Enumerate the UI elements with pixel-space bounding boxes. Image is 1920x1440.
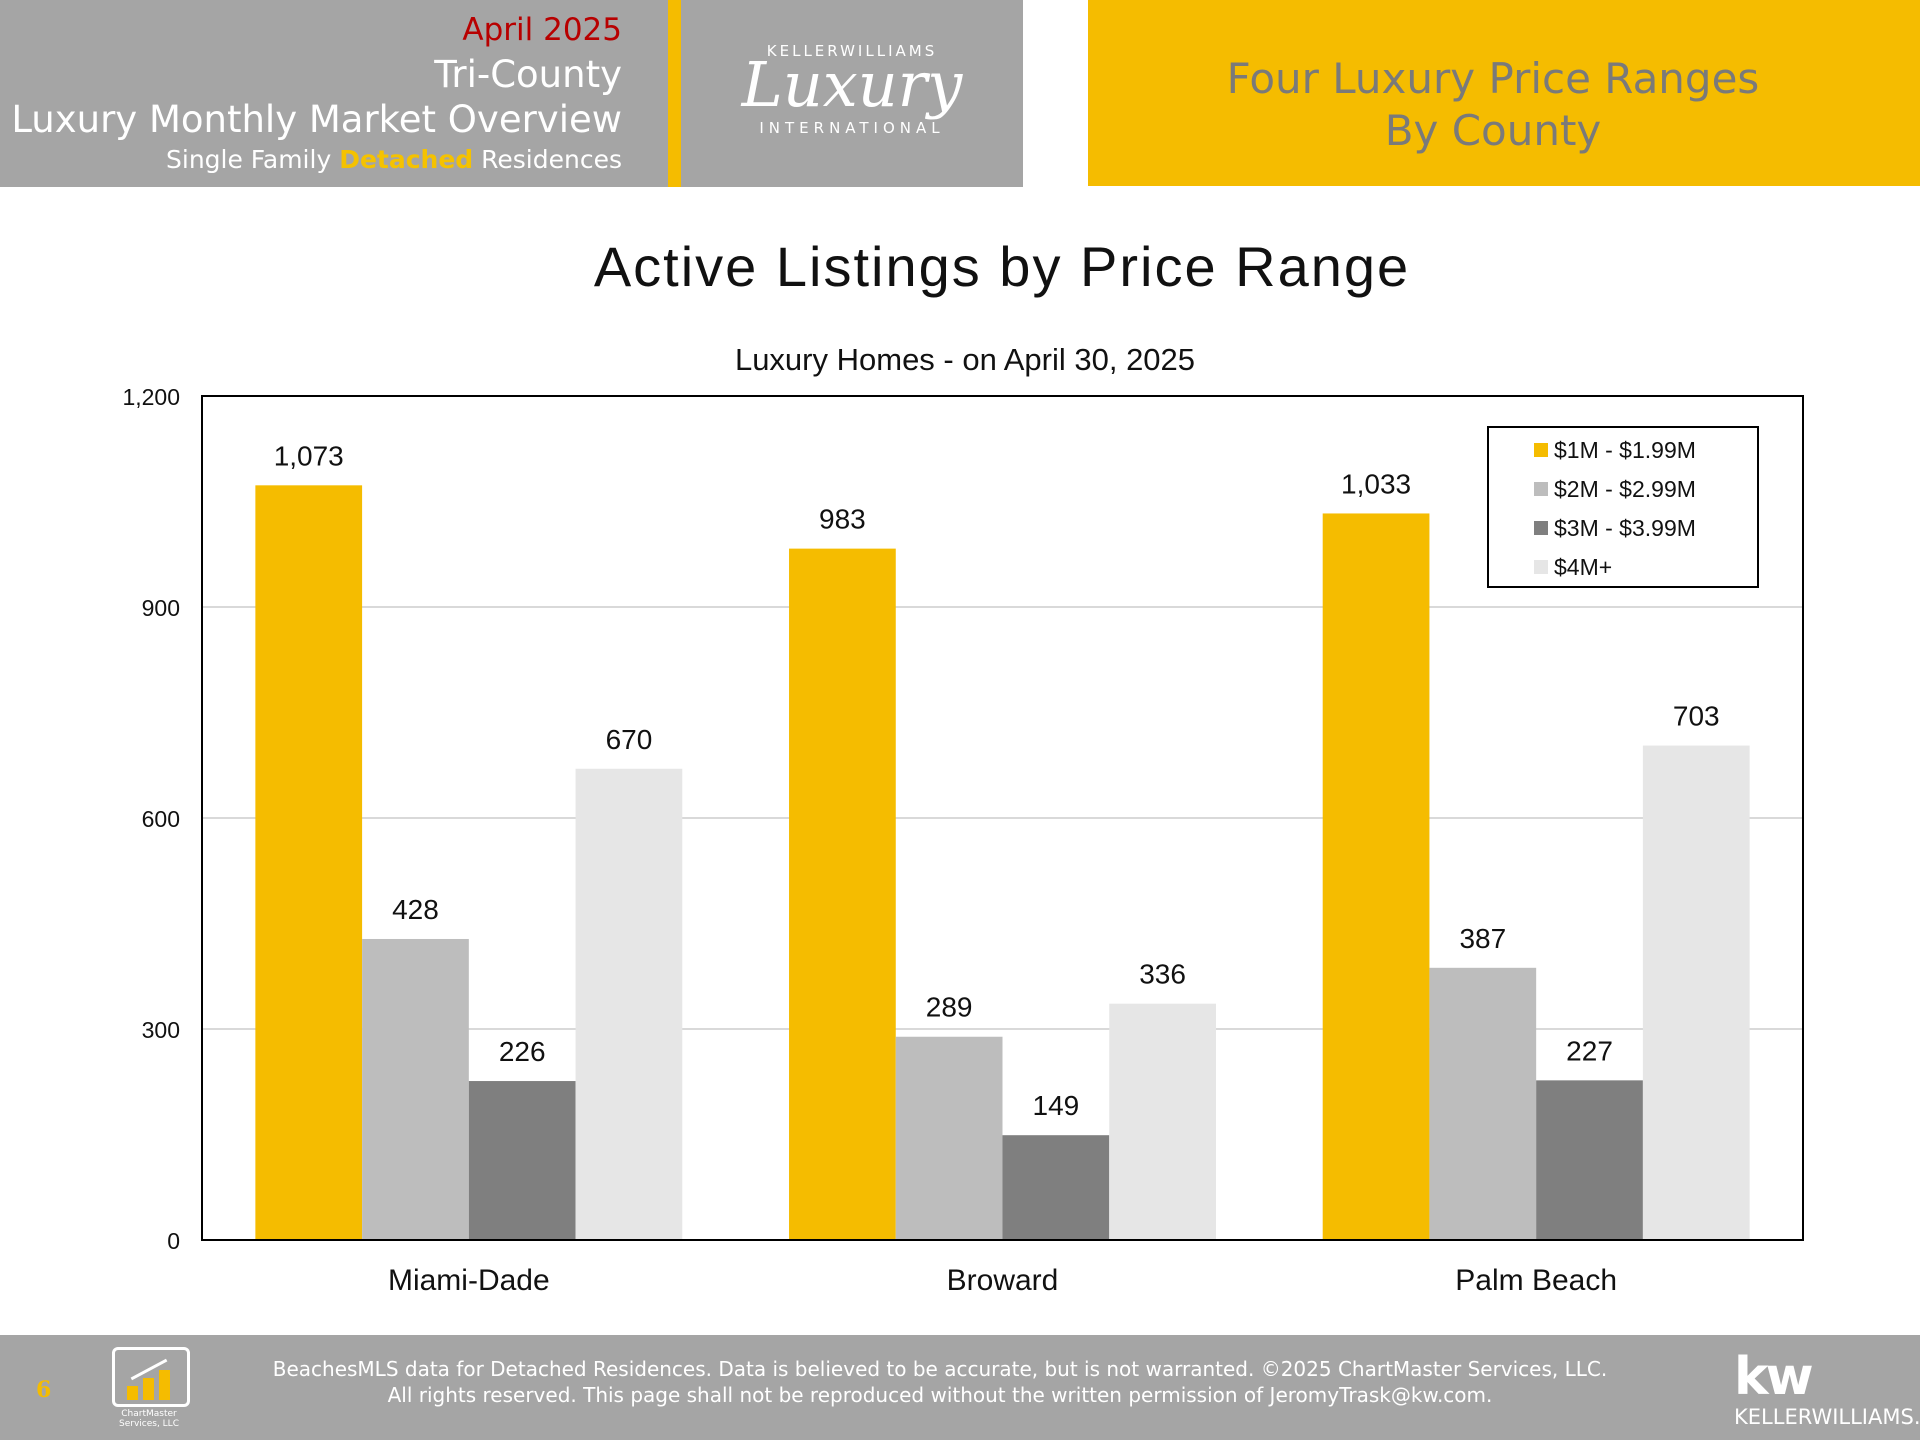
data-label: 703 bbox=[1673, 701, 1720, 732]
bar bbox=[1642, 745, 1750, 1240]
section-title-line1: Four Luxury Price Ranges bbox=[1226, 54, 1760, 103]
logo-top-text: KELLERWILLIAMS bbox=[766, 42, 938, 60]
report-title: Luxury Monthly Market Overview bbox=[11, 98, 622, 141]
bar bbox=[255, 485, 363, 1240]
legend-swatch bbox=[1534, 482, 1548, 496]
page-number: 6 bbox=[36, 1377, 52, 1403]
kw-logo-name: KELLERWILLIAMS. bbox=[1734, 1405, 1920, 1429]
report-month: April 2025 bbox=[462, 12, 622, 48]
subtitle-post: Residences bbox=[473, 145, 622, 174]
subtitle-pre: Single Family bbox=[166, 145, 340, 174]
data-label: 1,033 bbox=[1341, 468, 1411, 499]
legend: $1M - $1.99M $2M - $2.99M $3M - $3.99M $4M+ bbox=[1487, 426, 1759, 588]
chart-subtitle: Luxury Homes - on April 30, 2025 bbox=[735, 342, 1195, 377]
data-label: 226 bbox=[499, 1036, 546, 1067]
value-labels: 1,073 428 226 670 983 289 149 336 1,033 387 227 703 bbox=[274, 440, 1720, 1121]
section-title-line2: By County bbox=[1384, 106, 1602, 155]
legend-swatch bbox=[1534, 443, 1548, 457]
legend-label: $1M - $1.99M bbox=[1554, 437, 1696, 463]
x-tick-label: Broward bbox=[947, 1264, 1059, 1297]
bar bbox=[575, 768, 683, 1240]
data-label: 1,073 bbox=[274, 440, 344, 471]
footer: 6 ChartMaster Services, LLC BeachesMLS d… bbox=[0, 1335, 1920, 1440]
data-label: 670 bbox=[606, 724, 653, 755]
bars bbox=[255, 485, 1750, 1240]
header-section-title: Four Luxury Price Ranges By County bbox=[1088, 0, 1920, 186]
y-axis-ticks: 0 300 600 900 1,200 bbox=[122, 384, 180, 1254]
bar bbox=[468, 1081, 576, 1240]
data-label: 227 bbox=[1566, 1035, 1613, 1066]
report-region: Tri-County bbox=[434, 53, 622, 96]
kw-luxury-logo: KELLERWILLIAMS Luxury INTERNATIONAL bbox=[681, 0, 1023, 187]
header-title-block: April 2025 Tri-County Luxury Monthly Mar… bbox=[0, 0, 668, 187]
data-label: 289 bbox=[926, 992, 973, 1023]
data-label: 336 bbox=[1139, 959, 1186, 990]
data-label: 428 bbox=[392, 894, 439, 925]
x-axis-ticks: Miami-Dade Broward Palm Beach bbox=[388, 1264, 1617, 1297]
chartmaster-logo-text: ChartMaster Services, LLC bbox=[119, 1409, 179, 1429]
bar bbox=[362, 938, 469, 1240]
subtitle-highlight: Detached bbox=[339, 145, 474, 174]
bar-chart: Active Listings by Price Range Luxury Ho… bbox=[122, 235, 1804, 1297]
bar bbox=[1536, 1080, 1643, 1240]
legend-swatch bbox=[1534, 521, 1548, 535]
y-tick-label: 300 bbox=[142, 1017, 180, 1043]
legend-label: $2M - $2.99M bbox=[1554, 476, 1696, 502]
bar bbox=[1322, 513, 1430, 1240]
data-label: 983 bbox=[819, 504, 866, 535]
header-accent-stripe bbox=[668, 0, 681, 187]
bar bbox=[1109, 1003, 1216, 1240]
legend-label: $3M - $3.99M bbox=[1554, 515, 1696, 541]
logo-script-text: Luxury bbox=[741, 48, 963, 121]
bar bbox=[895, 1036, 1003, 1240]
x-tick-label: Palm Beach bbox=[1455, 1264, 1617, 1297]
plot-frame bbox=[201, 395, 1804, 1241]
disclaimer-line1: BeachesMLS data for Detached Residences.… bbox=[272, 1357, 1608, 1381]
legend-swatch bbox=[1534, 560, 1548, 574]
data-label: 149 bbox=[1033, 1090, 1080, 1121]
legend-label: $4M+ bbox=[1554, 554, 1612, 580]
legend-box bbox=[1487, 426, 1759, 588]
y-tick-label: 900 bbox=[142, 595, 180, 621]
bar bbox=[1002, 1135, 1110, 1240]
bar bbox=[789, 548, 896, 1240]
y-tick-label: 0 bbox=[167, 1228, 180, 1254]
logo-bottom-text: INTERNATIONAL bbox=[759, 119, 945, 137]
report-subtitle: Single Family Detached Residences bbox=[166, 145, 622, 174]
chartmaster-logo-icon bbox=[112, 1347, 190, 1407]
kw-logo: kw bbox=[1734, 1347, 1814, 1407]
bar bbox=[1429, 967, 1537, 1240]
chart-title: Active Listings by Price Range bbox=[594, 235, 1410, 298]
y-tick-label: 600 bbox=[142, 806, 180, 832]
disclaimer-line2: All rights reserved. This page shall not… bbox=[387, 1383, 1493, 1407]
data-label: 387 bbox=[1459, 923, 1506, 954]
x-tick-label: Miami-Dade bbox=[388, 1264, 550, 1297]
y-tick-label: 1,200 bbox=[122, 384, 180, 410]
